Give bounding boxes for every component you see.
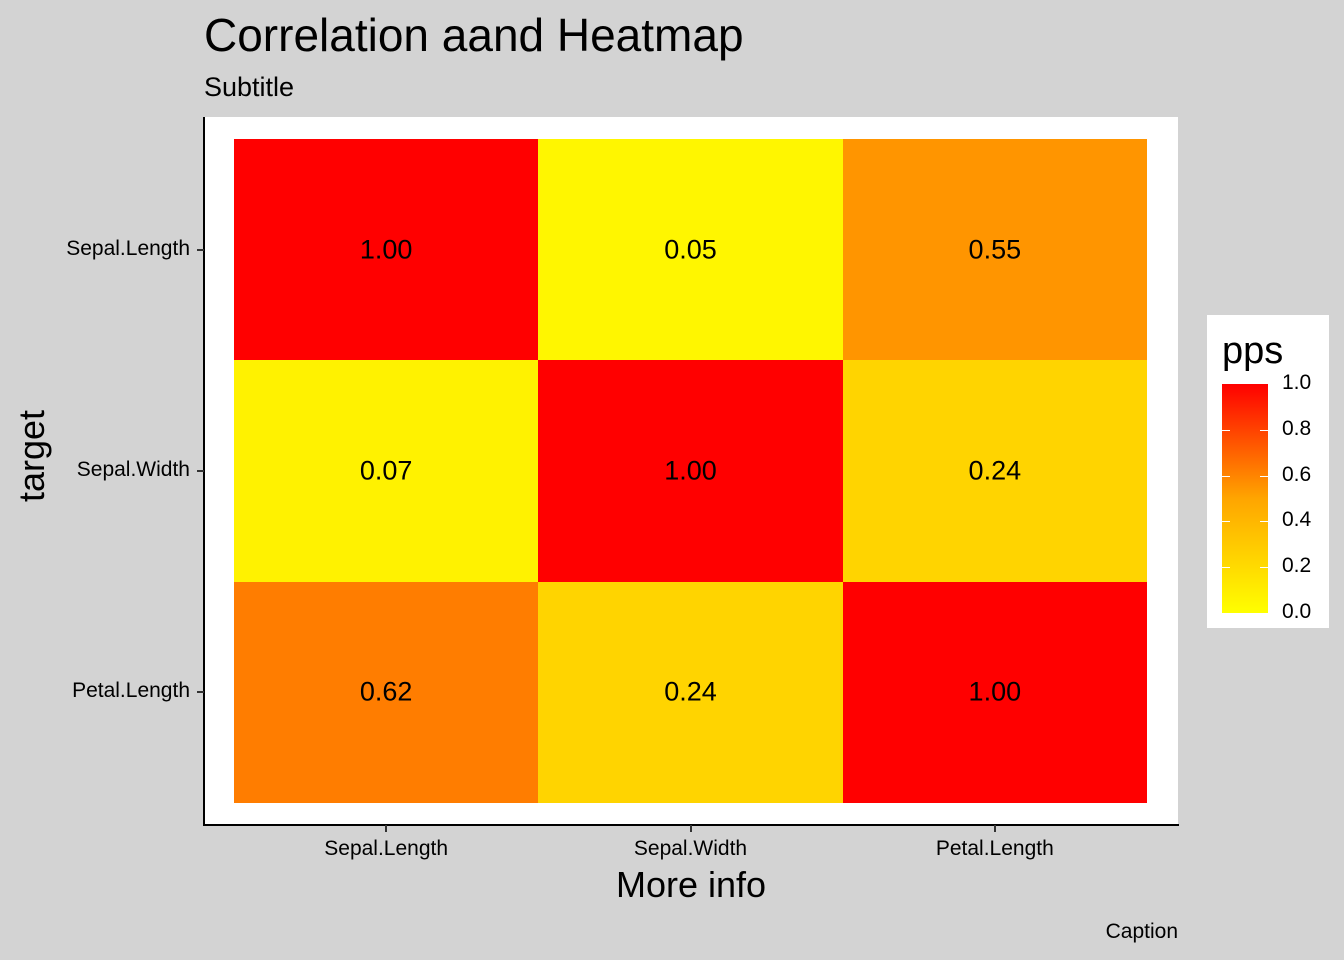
y-tick-mark — [197, 470, 204, 472]
cell-value-label: 1.00 — [359, 234, 413, 265]
legend-title: pps — [1222, 330, 1284, 372]
legend-tick-label: 1.0 — [1282, 371, 1312, 394]
heatmap-cell — [234, 360, 539, 583]
legend-colorbar — [1222, 384, 1268, 613]
y-tick-label: Sepal.Length — [66, 236, 190, 260]
cell-value-label: 0.07 — [359, 455, 413, 486]
chart-subtitle: Subtitle — [204, 72, 295, 102]
x-tick-mark — [689, 825, 692, 832]
legend-tick-mark — [1222, 475, 1268, 477]
cell-value-label: 1.00 — [664, 455, 717, 486]
cell-value-label: 0.24 — [968, 455, 1022, 486]
heatmap-cell — [234, 139, 539, 361]
heatmap-cell — [234, 581, 539, 804]
chart-title: Correlation aand Heatmap — [204, 9, 744, 61]
cell-value-label: 0.05 — [664, 234, 717, 265]
chart-caption: Caption — [1105, 920, 1178, 943]
legend-tick-label: 0.2 — [1282, 554, 1312, 578]
y-tick-mark — [197, 691, 204, 694]
legend-tick-label: 0.6 — [1282, 462, 1312, 486]
heatmap-cell — [842, 360, 1148, 583]
y-axis-title: target — [11, 409, 52, 502]
y-tick-label: Petal.Length — [72, 679, 190, 703]
legend-tick-label: 0.8 — [1282, 416, 1312, 440]
legend-tick-label: 0.0 — [1282, 600, 1312, 623]
cell-value-label: 0.62 — [359, 676, 413, 707]
x-tick-label: Petal.Length — [935, 837, 1054, 860]
x-tick-label: Sepal.Length — [324, 837, 449, 860]
x-tick-mark — [993, 825, 996, 832]
legend-tick-label: 0.4 — [1282, 508, 1312, 532]
heatmap-cell — [538, 360, 844, 583]
legend-tick-mark — [1222, 429, 1268, 431]
x-tick-label: Sepal.Width — [633, 837, 748, 860]
cell-value-label: 0.55 — [968, 234, 1022, 265]
heatmap-cell — [538, 581, 844, 804]
legend-tick-mark — [1222, 521, 1268, 523]
cell-value-label: 1.00 — [968, 676, 1022, 707]
heatmap-cell — [538, 139, 844, 361]
y-axis-line — [203, 117, 205, 826]
y-tick-label: Sepal.Width — [76, 458, 190, 481]
legend-tick-mark — [1222, 567, 1268, 569]
y-tick-mark — [197, 248, 204, 251]
x-axis-title: More info — [615, 864, 767, 905]
cell-value-label: 0.24 — [664, 676, 717, 707]
heatmap-cell — [842, 139, 1148, 361]
heatmap-cell — [842, 581, 1148, 804]
x-tick-mark — [385, 825, 388, 832]
